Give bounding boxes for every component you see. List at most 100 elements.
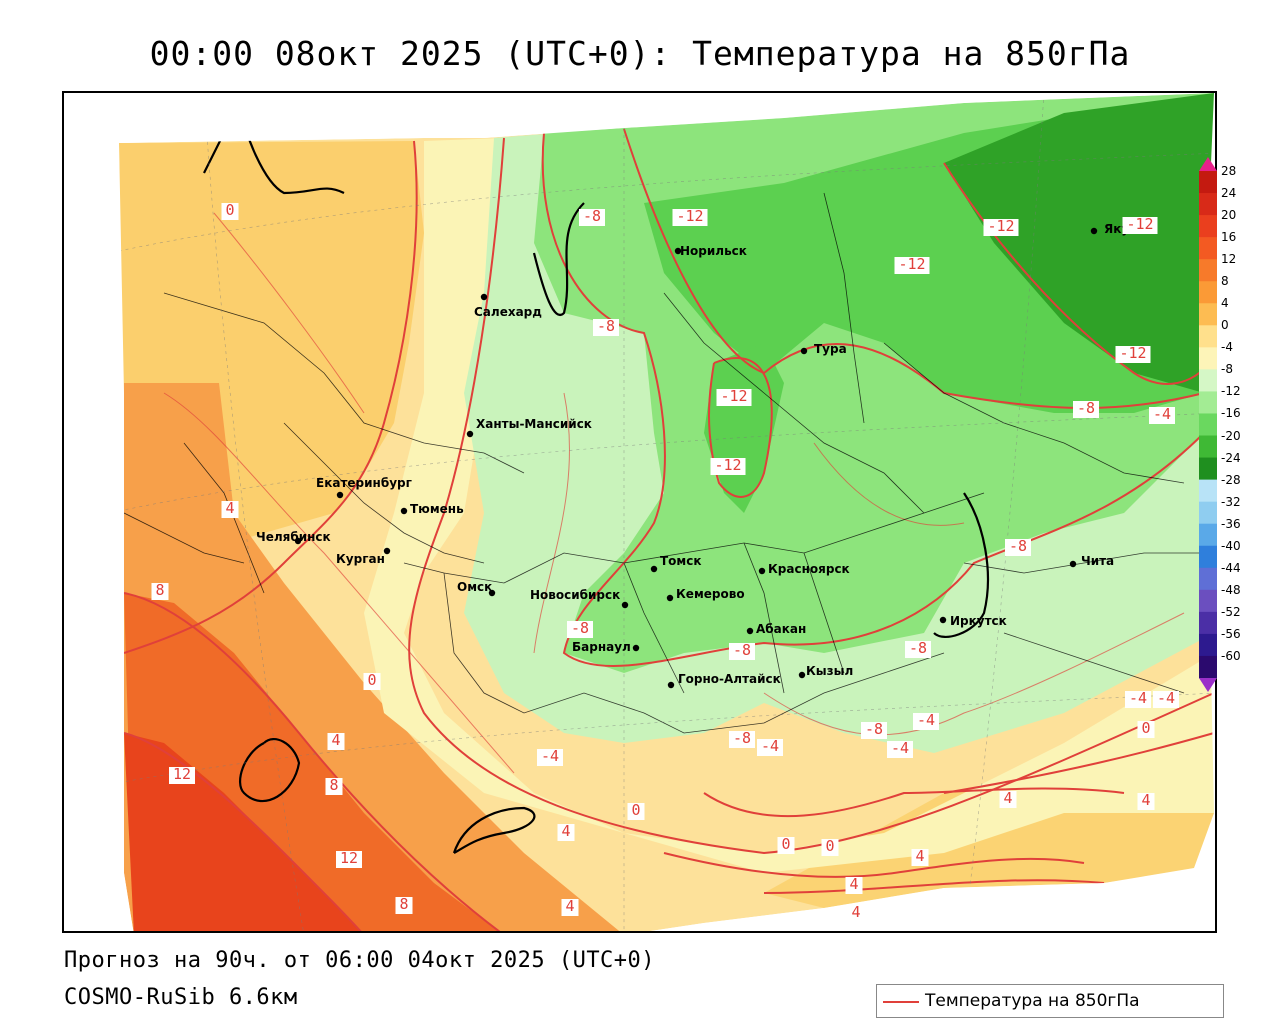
isotherm-label: 0 bbox=[825, 837, 834, 855]
isotherm-label: -4 bbox=[1157, 689, 1175, 707]
isotherm-label-bg bbox=[845, 877, 863, 894]
colorbar-swatch bbox=[1199, 655, 1217, 679]
colorbar-top-arrow bbox=[1199, 157, 1217, 171]
isotherm-label: 4 bbox=[849, 875, 858, 893]
city-marker bbox=[650, 565, 658, 573]
model-info: COSMO-RuSib 6.6км bbox=[64, 985, 298, 1010]
city-label: Чита bbox=[1081, 554, 1114, 568]
city-label: Ханты-Мансийск bbox=[476, 417, 592, 431]
colorbar-swatch bbox=[1199, 171, 1217, 194]
city-label: Тура bbox=[814, 342, 847, 356]
temperature-map[interactable]: СалехардНорильскТураЯкутскХанты-Мансийск… bbox=[64, 93, 1217, 933]
city-marker bbox=[666, 594, 674, 602]
city-marker bbox=[632, 644, 640, 652]
city-marker bbox=[758, 567, 766, 575]
city-label: Екатеринбург bbox=[316, 476, 412, 490]
isotherm-label: 0 bbox=[631, 801, 640, 819]
colorbar-tick-label: 8 bbox=[1221, 274, 1229, 289]
colorbar-tick-label: 20 bbox=[1221, 208, 1237, 223]
isotherm-label-bg bbox=[221, 501, 239, 518]
city-label: Салехард bbox=[474, 305, 542, 319]
isotherm-label: 4 bbox=[565, 897, 574, 915]
isotherm-label: -12 bbox=[898, 255, 925, 273]
colorbar-tick-label: -20 bbox=[1221, 428, 1241, 443]
city-label: Кемерово bbox=[676, 587, 745, 601]
colorbar-tick-label: -60 bbox=[1221, 648, 1241, 663]
cities-layer: СалехардНорильскТураЯкутскХанты-Мансийск… bbox=[256, 222, 1151, 689]
colorbar-swatch bbox=[1199, 303, 1217, 326]
colorbar-swatch bbox=[1199, 391, 1217, 414]
city-label: Иркутск bbox=[950, 614, 1007, 628]
colorbar-tick-label: -24 bbox=[1221, 450, 1241, 465]
colorbar bbox=[1199, 157, 1217, 692]
isotherm-label: -8 bbox=[909, 639, 927, 657]
colorbar-tick-label: 4 bbox=[1221, 296, 1229, 311]
isotherm-label-bg bbox=[169, 767, 195, 784]
city-marker bbox=[480, 293, 488, 301]
colorbar-tick-label: -16 bbox=[1221, 406, 1241, 421]
colorbar-swatch bbox=[1199, 215, 1217, 238]
isotherm-label: -4 bbox=[541, 747, 559, 765]
city-label: Абакан bbox=[756, 622, 806, 636]
isotherm-label-bg bbox=[1073, 401, 1099, 418]
isotherm-label-bg bbox=[1125, 691, 1151, 708]
city-marker bbox=[488, 589, 496, 597]
isotherm-label: -12 bbox=[1126, 215, 1153, 233]
isotherm-label: -8 bbox=[597, 317, 615, 335]
legend: Температура на 850гПа bbox=[876, 984, 1224, 1018]
city-marker bbox=[400, 507, 408, 515]
colorbar-swatch bbox=[1199, 347, 1217, 370]
city-marker bbox=[336, 491, 344, 499]
city-label: Горно-Алтайск bbox=[678, 672, 781, 686]
city-marker bbox=[294, 537, 302, 545]
isotherm-label-bg bbox=[1137, 721, 1155, 738]
isotherm-label-bg bbox=[1137, 793, 1155, 810]
city-marker bbox=[466, 430, 474, 438]
isotherm-label: 8 bbox=[155, 581, 164, 599]
isotherm-label: -4 bbox=[1153, 405, 1171, 423]
colorbar-tick-label: -52 bbox=[1221, 604, 1241, 619]
colorbar-swatch bbox=[1199, 633, 1217, 657]
isotherm-label: 0 bbox=[1141, 719, 1150, 737]
map-area[interactable]: СалехардНорильскТураЯкутскХанты-Мансийск… bbox=[62, 91, 1217, 933]
colorbar-tick-label: -8 bbox=[1221, 362, 1233, 377]
isotherm-label-bg bbox=[363, 673, 381, 690]
isotherm-label-bg bbox=[983, 219, 1019, 236]
city-marker bbox=[798, 671, 806, 679]
isotherm-label: -4 bbox=[891, 739, 909, 757]
isotherm-label: 0 bbox=[225, 201, 234, 219]
colorbar-tick-label: -56 bbox=[1221, 626, 1241, 641]
city-marker bbox=[383, 547, 391, 555]
city-marker bbox=[674, 247, 682, 255]
colorbar-swatch bbox=[1199, 369, 1217, 392]
isotherm-label-bg bbox=[593, 319, 619, 336]
band-coldest-green bbox=[944, 93, 1214, 393]
city-marker bbox=[746, 627, 754, 635]
isotherm-label-bg bbox=[221, 203, 239, 220]
isotherm-label-bg bbox=[537, 749, 563, 766]
isotherm-label-bg bbox=[579, 209, 605, 226]
isotherm-label-bg bbox=[913, 713, 939, 730]
legend-label: Температура на 850гПа bbox=[925, 991, 1140, 1011]
city-label: Томск bbox=[660, 554, 702, 568]
isotherm-label: 4 bbox=[225, 499, 234, 517]
isotherm-label: 0 bbox=[367, 671, 376, 689]
colorbar-tick-label: -28 bbox=[1221, 472, 1241, 487]
isotherm-label-bg bbox=[716, 389, 752, 406]
isotherm-label: 4 bbox=[1141, 791, 1150, 809]
isotherm-label-bg bbox=[325, 778, 343, 795]
isotherm-label-bg bbox=[336, 851, 362, 868]
colorbar-swatch bbox=[1199, 237, 1217, 260]
isotherm-label-bg bbox=[729, 643, 755, 660]
isotherm-label-bg bbox=[887, 741, 913, 758]
isotherm-label: -4 bbox=[1129, 689, 1147, 707]
city-label: Тюмень bbox=[410, 502, 464, 516]
isotherm-label: -12 bbox=[987, 217, 1014, 235]
city-label: Челябинск bbox=[256, 530, 331, 544]
isotherm-lines bbox=[123, 128, 1215, 931]
city-marker bbox=[1090, 227, 1098, 235]
colorbar-swatch bbox=[1199, 259, 1217, 282]
isotherm-label: -8 bbox=[1077, 399, 1095, 417]
colorbar-tick-label: -4 bbox=[1221, 340, 1233, 355]
isotherm-label-bg bbox=[821, 839, 839, 856]
